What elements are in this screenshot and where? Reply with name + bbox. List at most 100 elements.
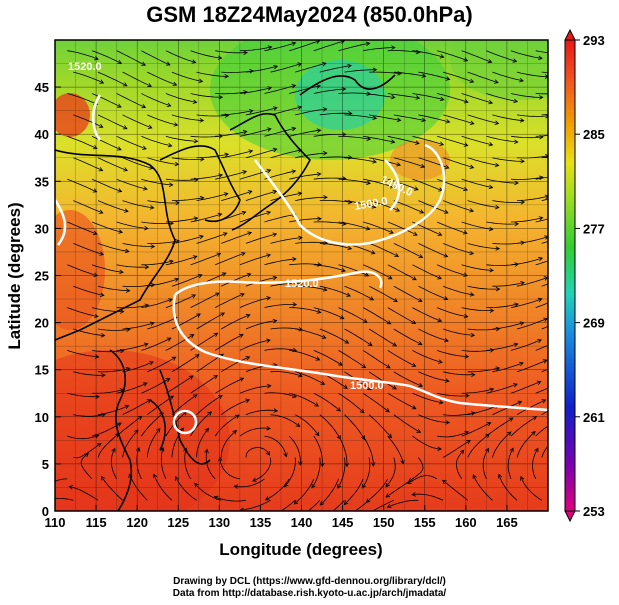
streamline-arrowhead	[396, 162, 401, 167]
streamline-arrowhead	[224, 74, 230, 79]
streamline	[67, 264, 98, 277]
streamline-arrowhead	[417, 341, 423, 346]
streamline-arrowhead	[98, 123, 104, 128]
streamline-arrowhead	[495, 204, 500, 210]
streamline-arrowhead	[92, 145, 98, 150]
streamline	[116, 382, 148, 394]
streamline	[289, 263, 322, 266]
streamline-arrowhead	[488, 226, 494, 232]
x-tick-label: 140	[291, 515, 313, 530]
contour-label: 1500.0	[353, 195, 388, 213]
streamline	[371, 499, 394, 511]
streamline	[73, 414, 106, 417]
streamline	[442, 328, 475, 336]
streamline	[215, 50, 248, 54]
streamline	[92, 389, 124, 394]
streamline	[393, 371, 423, 387]
streamline-arrowhead	[246, 272, 252, 278]
streamline	[520, 476, 542, 501]
streamline-arrowhead	[165, 378, 171, 383]
streamline-arrowhead	[220, 312, 226, 317]
streamline-arrowhead	[213, 375, 219, 380]
streamline-arrowhead	[445, 420, 451, 425]
streamline	[205, 449, 216, 480]
streamline	[541, 198, 548, 201]
streamline-arrowhead	[445, 76, 451, 81]
streamline-arrowhead	[316, 172, 322, 177]
streamline	[73, 285, 104, 296]
streamline	[165, 334, 194, 351]
streamline	[165, 255, 197, 266]
streamline-arrowhead	[367, 385, 372, 391]
streamline	[295, 285, 327, 291]
streamline	[412, 264, 442, 280]
streamline	[436, 350, 469, 358]
streamline-arrowhead	[265, 450, 270, 456]
streamline-arrowhead	[320, 380, 326, 385]
streamline	[443, 371, 475, 376]
streamline-arrowhead	[319, 500, 325, 506]
streamline	[313, 392, 341, 412]
streamline-arrowhead	[472, 474, 477, 479]
streamline	[215, 252, 246, 266]
streamline	[295, 241, 328, 244]
streamline-arrowhead	[365, 41, 371, 47]
streamline-arrowhead	[514, 221, 520, 227]
streamline-arrowhead	[245, 313, 251, 319]
streamline	[338, 221, 370, 230]
streamline	[239, 169, 271, 180]
streamline-arrowhead	[437, 275, 442, 280]
streamline	[116, 135, 147, 150]
streamline	[122, 157, 153, 169]
streamline	[97, 200, 129, 212]
streamline-arrowhead	[513, 383, 518, 388]
streamline	[482, 448, 489, 480]
streamline	[319, 414, 341, 440]
colorbar-tick-label: 253	[583, 504, 605, 519]
streamline-arrowhead	[172, 81, 178, 86]
streamline-arrowhead	[411, 319, 417, 324]
streamline	[264, 258, 296, 266]
streamline	[97, 114, 128, 130]
streamline-arrowhead	[238, 333, 244, 339]
streamline-arrowhead	[175, 200, 180, 206]
streamline-arrowhead	[272, 147, 278, 153]
streamline-arrowhead	[362, 483, 367, 489]
streamline-arrowhead	[272, 232, 278, 237]
streamline-arrowhead	[213, 495, 219, 500]
streamline	[535, 218, 548, 223]
streamline	[171, 354, 200, 373]
streamline	[140, 412, 164, 437]
streamline	[80, 452, 93, 480]
streamline-arrowhead	[242, 170, 248, 175]
streamline	[319, 285, 351, 297]
streamline-arrowhead	[199, 234, 204, 240]
streamline-arrowhead	[191, 294, 197, 299]
y-tick-label: 10	[35, 410, 49, 425]
streamline	[313, 435, 323, 467]
streamline-arrowhead	[387, 275, 393, 280]
streamline	[319, 65, 352, 73]
streamline-arrowhead	[544, 235, 548, 240]
streamline	[461, 388, 494, 394]
streamline	[535, 344, 548, 351]
height-contours	[55, 94, 548, 435]
streamline-arrowhead	[169, 259, 174, 265]
streamline-arrowhead	[494, 162, 500, 168]
streamline	[270, 237, 303, 244]
streamline	[541, 410, 548, 416]
streamline-arrowhead	[148, 361, 154, 366]
streamline-arrowhead	[493, 79, 499, 84]
streamline	[338, 350, 366, 368]
streamline-arrowhead	[514, 302, 519, 307]
streamline-arrowhead	[233, 484, 239, 489]
colorbar-scale	[564, 39, 576, 512]
streamline	[467, 405, 499, 416]
streamline-arrowhead	[443, 209, 449, 214]
streamline-arrowhead	[406, 479, 412, 485]
streamline	[219, 457, 240, 480]
colorbar-min-arrow	[564, 510, 576, 523]
streamline	[393, 157, 425, 168]
streamline	[215, 91, 248, 95]
streamline-arrowhead	[386, 320, 392, 325]
